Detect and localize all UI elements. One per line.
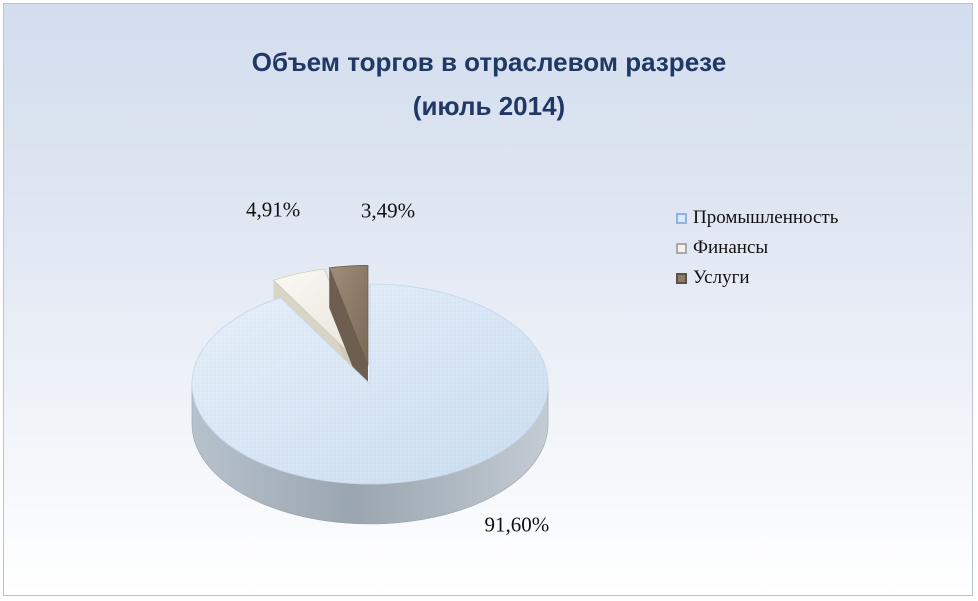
data-label-services: 3,49% (361, 198, 415, 222)
data-label-finance: 4,91% (246, 198, 300, 222)
legend: Промышленность Финансы Услуги (676, 203, 838, 293)
legend-item-finance: Финансы (676, 233, 838, 263)
legend-swatch-services (676, 272, 687, 284)
pie-slice-industry (191, 283, 549, 525)
pie-slice-services (328, 265, 369, 406)
legend-label-industry: Промышленность (693, 207, 839, 228)
pie-slice-texture (192, 284, 549, 484)
legend-item-industry: Промышленность (676, 203, 838, 233)
legend-swatch-industry (676, 212, 687, 224)
pie-slice-wall (329, 267, 368, 406)
chart-title-line2: (июль 2014) (412, 91, 566, 121)
legend-label-finance: Финансы (693, 237, 769, 258)
legend-swatch-finance (676, 242, 687, 254)
legend-item-services: Услуги (676, 263, 838, 293)
pie-slice-top (272, 268, 364, 367)
chart-title: Объем торгов в отраслевом разрезе (июль … (4, 40, 974, 128)
pie-slice-top (328, 265, 369, 366)
data-label-industry: 91,60% (484, 512, 549, 536)
legend-label-services: Услуги (693, 267, 750, 288)
chart-title-line1: Объем торгов в отраслевом разрезе (251, 47, 727, 77)
